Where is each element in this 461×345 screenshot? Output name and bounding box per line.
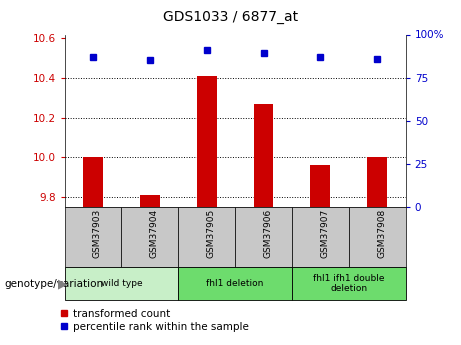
Bar: [83, 157, 103, 207]
Bar: [349, 207, 406, 267]
Text: fhl1 ifh1 double
deletion: fhl1 ifh1 double deletion: [313, 274, 384, 294]
Text: wild type: wild type: [100, 279, 142, 288]
Text: ▶: ▶: [58, 277, 67, 290]
Bar: [178, 267, 292, 300]
Bar: [197, 76, 217, 207]
Bar: [310, 165, 331, 207]
Text: GSM37907: GSM37907: [320, 209, 330, 258]
Bar: [367, 157, 387, 207]
Bar: [178, 207, 235, 267]
Text: fhl1 deletion: fhl1 deletion: [207, 279, 264, 288]
Bar: [121, 207, 178, 267]
Bar: [292, 207, 349, 267]
Text: GSM37905: GSM37905: [207, 209, 216, 258]
Bar: [65, 267, 178, 300]
Text: GSM37903: GSM37903: [93, 209, 102, 258]
Legend: transformed count, percentile rank within the sample: transformed count, percentile rank withi…: [60, 309, 249, 332]
Text: GSM37906: GSM37906: [264, 209, 272, 258]
Bar: [235, 207, 292, 267]
Text: GSM37908: GSM37908: [377, 209, 386, 258]
Text: GSM37904: GSM37904: [150, 209, 159, 258]
Bar: [254, 104, 273, 207]
Bar: [140, 195, 160, 207]
Text: GDS1033 / 6877_at: GDS1033 / 6877_at: [163, 10, 298, 24]
Bar: [65, 207, 121, 267]
Text: genotype/variation: genotype/variation: [5, 279, 104, 289]
Bar: [292, 267, 406, 300]
